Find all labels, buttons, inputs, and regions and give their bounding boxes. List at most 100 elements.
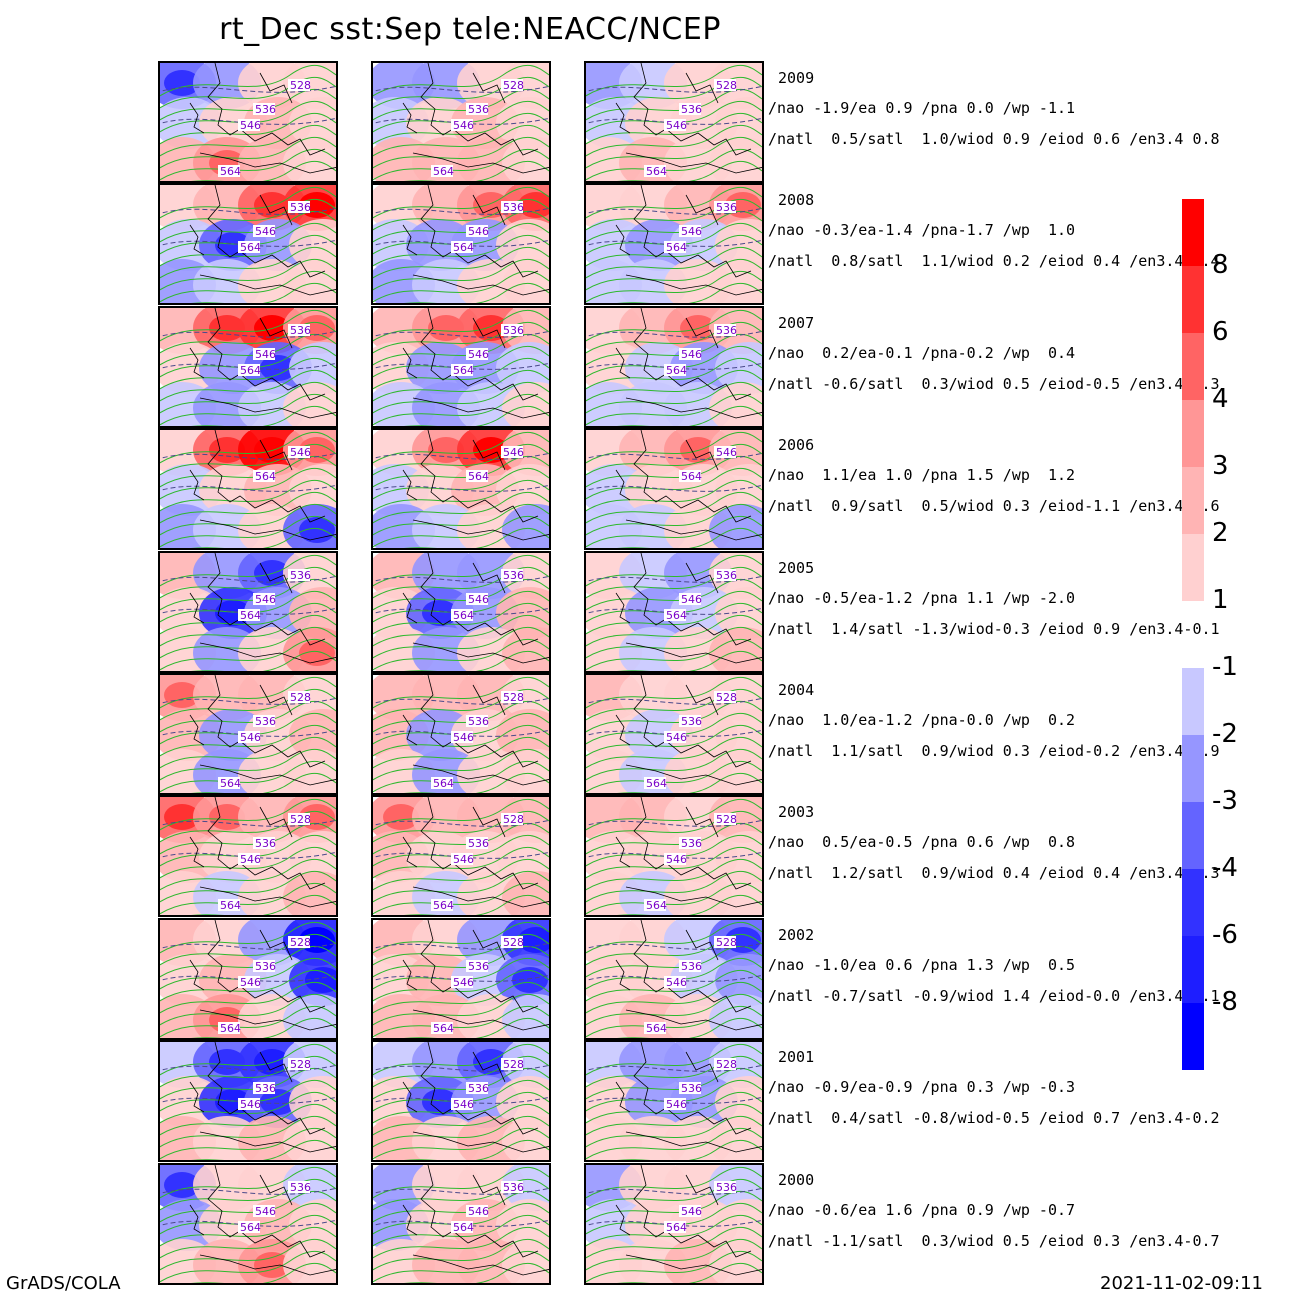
height-contour [192,1139,336,1160]
dashed-contour [586,851,762,859]
height-contour [373,64,549,97]
contour-label: 536 [681,103,702,116]
height-contour [192,405,336,426]
height-contour [586,393,762,426]
teleconnection-indices: /nao -1.9/ea 0.9 /pna 0.0 /wp -1.1 [768,99,1076,117]
anomaly-blob [715,831,762,883]
height-contour [160,1250,336,1283]
dashed-contour [160,1219,336,1227]
contour-label: 536 [255,837,276,850]
height-contour [586,112,762,145]
anomaly-blob [502,63,549,109]
contour-label: 536 [681,1082,702,1095]
dashed-contour [586,207,762,215]
contour-label: 564 [220,1022,241,1035]
height-contour [160,1238,336,1271]
year-label: 2005 [778,559,815,577]
teleconnection-indices: /nao -1.0/ea 0.6 /pna 1.3 /wp 0.5 [768,956,1076,974]
contour-label: 536 [255,960,276,973]
contour-label: 546 [290,446,311,459]
colorbar-segment [1182,802,1204,869]
height-contour [373,491,549,524]
dashed-contour [160,239,336,247]
anomaly-blob [289,587,336,639]
dashed-contour [373,85,549,93]
height-contour [373,882,549,915]
height-contour [586,798,762,831]
contour-label: 546 [666,853,687,866]
map-panel-2008-2: 536 546 564 [371,183,551,305]
height-contour [160,234,336,267]
contour-label: 546 [255,348,276,361]
dashed-contour [160,851,336,859]
map-panel-2009-2: 528 536 546 564 [371,61,551,183]
height-contour [373,626,549,659]
figure-title: rt_Dec sst:Sep tele:NEACC/NCEP [219,12,721,47]
anomaly-blob [289,464,336,516]
dashed-contour [160,117,336,125]
height-contour [373,309,549,342]
anomaly-core [260,1089,296,1115]
dashed-contour [586,1219,762,1227]
contour-label: 536 [468,103,489,116]
dashed-contour [586,729,762,737]
dashed-contour [373,1219,549,1227]
coastline [402,430,549,541]
dashed-contour [586,819,762,827]
dashed-contour [160,362,336,370]
dashed-contour [373,851,549,859]
height-contour [586,234,762,267]
anomaly-core [383,804,419,830]
height-contour [586,1166,762,1199]
height-contour [586,736,762,769]
contour-label: 536 [290,569,311,582]
height-contour [160,124,336,157]
contour-label: 564 [646,899,667,912]
contour-label: 546 [681,1205,702,1218]
height-contour [586,148,762,181]
colorbar-tick-label: 2 [1212,518,1229,548]
height-contour [586,381,762,414]
dashed-contour [586,452,762,460]
height-contour [160,1115,336,1148]
colorbar-segment [1182,266,1204,333]
colorbar-tick-label: -1 [1212,652,1238,682]
height-contour [373,1079,549,1112]
height-contour [586,309,762,342]
map-panel-2006-1: 546 564 [158,428,338,550]
height-contour [160,357,336,390]
colorbar-negative [1182,668,1204,1070]
height-contour [160,148,336,181]
height-contour [586,479,762,512]
contour-label: 564 [646,777,667,790]
contour-label: 564 [666,609,687,622]
height-contour [192,160,336,181]
map-panel-2005-1: 536 546 564 [158,551,338,673]
height-contour [373,186,549,219]
contour-label: 536 [503,1181,524,1194]
height-contour [160,381,336,414]
contour-label: 564 [681,470,702,483]
height-contour [586,270,762,303]
height-contour [586,1103,762,1136]
height-contour [586,357,762,390]
height-contour [373,1166,549,1199]
anomaly-blob [502,308,549,354]
contour-label: 546 [453,853,474,866]
height-contour [586,467,762,500]
height-contour [586,554,762,587]
contour-label: 528 [716,813,737,826]
dashed-contour [160,330,336,338]
height-contour [586,1250,762,1283]
height-contour [192,1017,336,1038]
height-contour [586,614,762,647]
dashed-contour [373,697,549,705]
colorbar-segment [1182,668,1204,735]
height-contour [373,246,549,279]
colorbar-tick-label: 6 [1212,317,1229,347]
contour-label: 564 [453,609,474,622]
contour-label: 546 [716,446,737,459]
dashed-contour [586,942,762,950]
contour-label: 546 [503,446,524,459]
dashed-contour [373,362,549,370]
